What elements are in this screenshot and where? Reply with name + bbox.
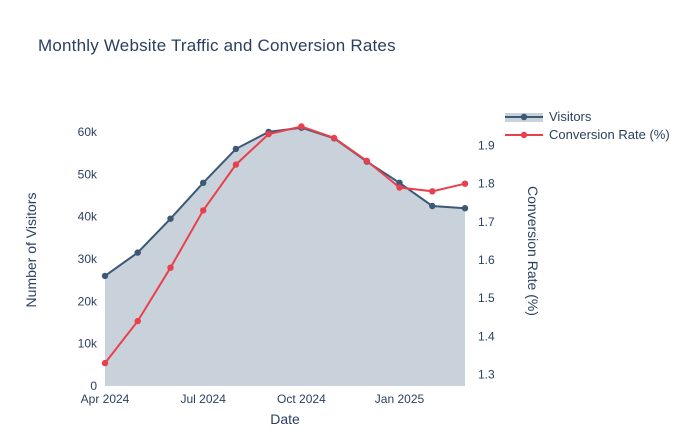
y-right-tick-label: 1.7 [478, 215, 495, 229]
y-right-tick-label: 1.4 [478, 329, 495, 343]
y-left-tick-label: 10k [78, 337, 98, 351]
x-tick-label: Oct 2024 [277, 392, 326, 406]
y-right-tick-label: 1.3 [478, 368, 495, 382]
conversion-marker [200, 207, 207, 214]
y-left-tick-label: 60k [78, 125, 98, 139]
visitors-marker [461, 205, 469, 212]
conversion-marker [429, 188, 436, 195]
y-left-tick-label: 0 [90, 379, 97, 393]
visitors-marker [396, 179, 403, 186]
visitors-marker [101, 272, 109, 280]
conversion-line [104, 125, 466, 364]
y-left-tick-label: 20k [78, 294, 98, 308]
conversion-marker [167, 264, 174, 271]
visitors-marker [200, 179, 207, 186]
legend-item-visitors[interactable]: Visitors [505, 109, 670, 124]
y-right-tick-label: 1.5 [478, 291, 495, 305]
y-right-tick-label: 1.9 [478, 139, 495, 153]
conversion-marker [101, 359, 109, 367]
x-tick-label: Jul 2024 [181, 392, 227, 406]
y-left-tick-label: 30k [78, 252, 98, 266]
y-left-tick-label: 40k [78, 210, 98, 224]
y-right-tick-label: 1.8 [478, 177, 495, 191]
visitors-line-sample-icon [505, 112, 543, 122]
visitors-marker [167, 215, 174, 222]
conversion-marker [232, 161, 240, 168]
legend-item-conversion[interactable]: Conversion Rate (%) [505, 127, 670, 142]
conversion-marker [330, 134, 338, 142]
conversion-line-sample-icon [505, 131, 543, 138]
legend-label-conversion: Conversion Rate (%) [549, 127, 670, 142]
visitors-marker [232, 145, 240, 153]
chart-title: Monthly Website Traffic and Conversion R… [38, 36, 396, 55]
legend-label-visitors: Visitors [549, 109, 592, 124]
visitors-marker [134, 249, 141, 256]
conversion-marker [298, 123, 305, 130]
visitors-marker [429, 202, 436, 210]
conversion-marker [363, 157, 370, 164]
conversion-marker [265, 130, 272, 138]
conversion-marker [134, 317, 141, 325]
visitors-area [105, 127, 465, 386]
x-tick-label: Jan 2025 [375, 392, 425, 406]
x-axis-title: Date [270, 411, 300, 427]
conversion-marker [461, 180, 469, 187]
y-axis-left-title: Number of Visitors [23, 192, 39, 308]
conversion-marker [396, 184, 403, 191]
y-axis-right-title: Conversion Rate (%) [525, 186, 541, 316]
x-tick-label: Apr 2024 [81, 392, 130, 406]
y-right-tick-label: 1.6 [478, 253, 495, 267]
y-left-tick-label: 50k [78, 167, 98, 181]
legend: Visitors Conversion Rate (%) [505, 109, 670, 142]
